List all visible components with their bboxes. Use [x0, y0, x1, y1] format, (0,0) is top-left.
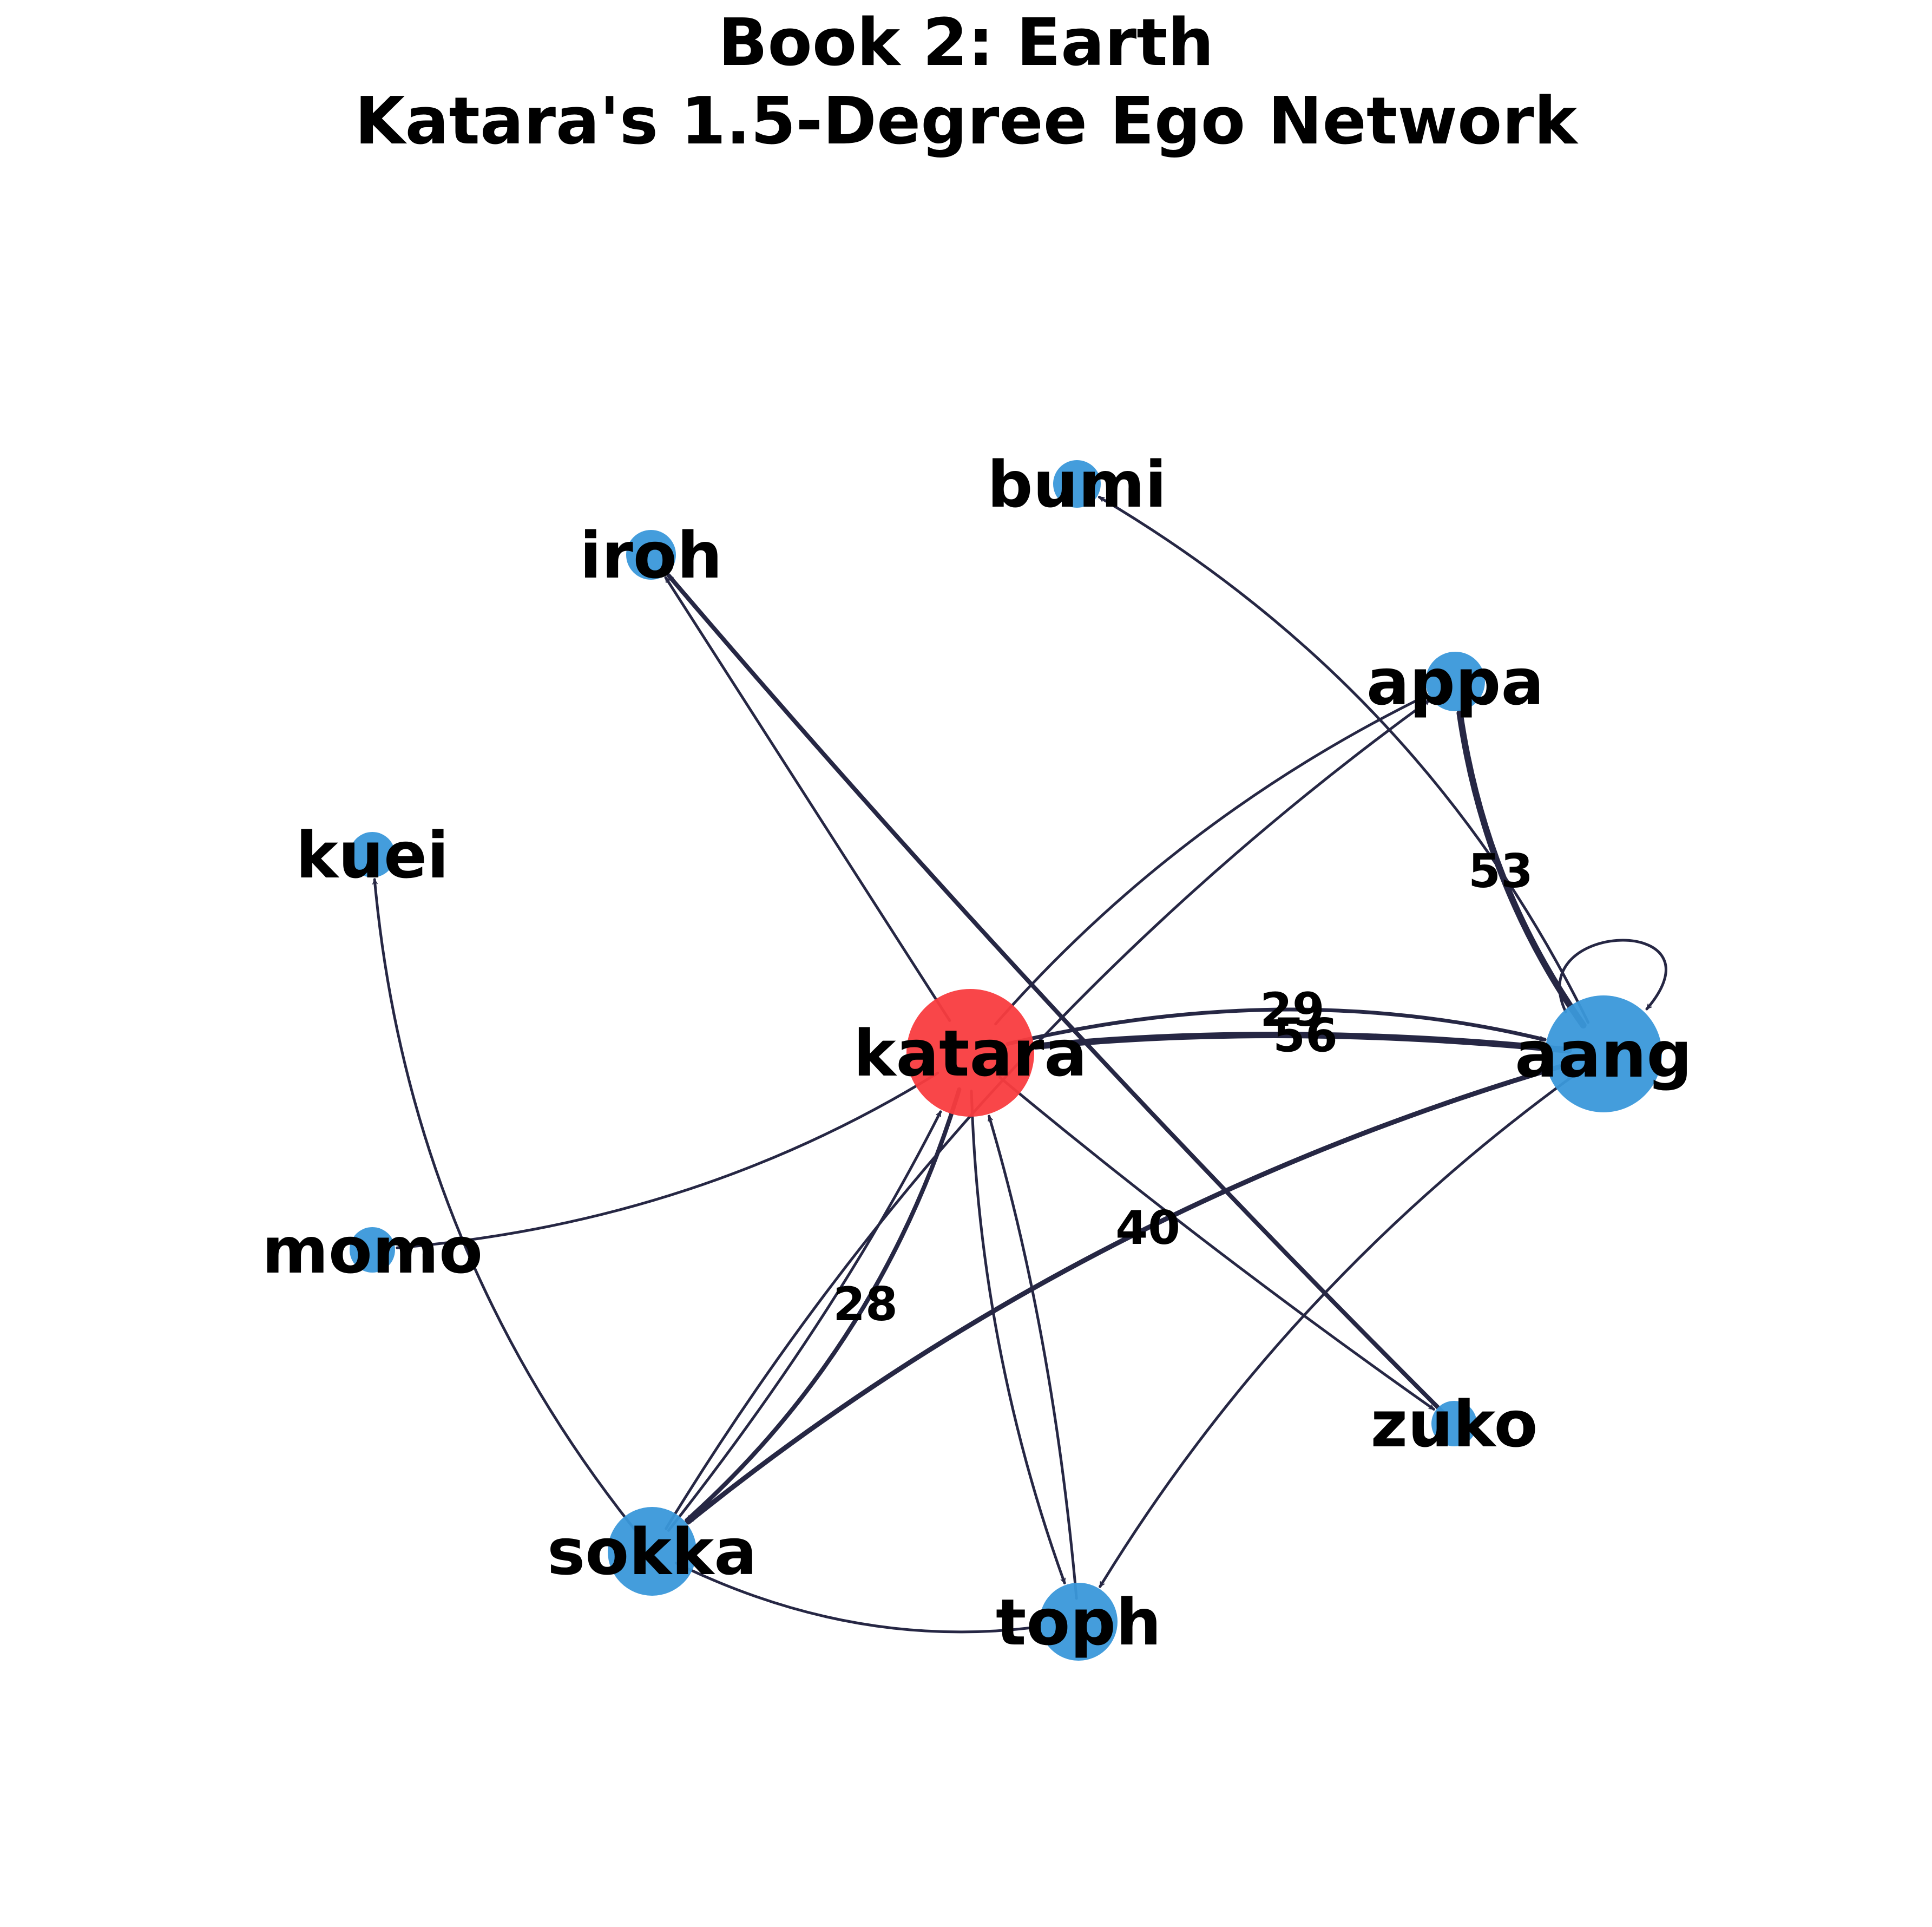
edge-weight-label-aang-to-katara: 56 [1273, 1008, 1338, 1063]
edge-katara-to-aang [1006, 1007, 1547, 1046]
edge-katara-to-sokka [685, 1087, 962, 1523]
node-appa [1425, 652, 1485, 711]
node-kuei [350, 832, 395, 877]
nodes-layer [350, 460, 1662, 1661]
node-labels-layer: katara aang appa bumi iroh kuei momo sokka toph z… [262, 447, 1692, 1660]
edge-toph-to-katara [989, 1115, 1078, 1600]
edge-katara-to-iroh [664, 576, 951, 1022]
edge-katara-to-appa [994, 694, 1428, 1026]
node-momo [350, 1227, 395, 1273]
edge-weight-label-aang-to-sokka: 40 [1115, 1201, 1180, 1255]
node-label-momo: momo [262, 1213, 483, 1288]
node-label-toph: toph [996, 1585, 1161, 1660]
edge-aang-to-bumi [1098, 495, 1590, 1024]
node-label-sokka: sokka [547, 1515, 757, 1589]
edge-katara-to-toph [970, 1090, 1066, 1585]
node-iroh [626, 530, 676, 580]
edge-weight-label-katara-to-aang: 29 [1260, 983, 1325, 1037]
edge-sokka-to-toph [674, 1562, 1040, 1634]
edge-sokka-to-kuei [374, 878, 637, 1532]
node-label-iroh: iroh [580, 518, 722, 593]
edge-aang-to-katara [1033, 1031, 1572, 1054]
node-toph [1040, 1583, 1118, 1661]
edge-aang-to-sokka [686, 1061, 1573, 1525]
edge-katara-to-momo [396, 1071, 939, 1248]
node-bumi [1053, 460, 1101, 508]
edge-weight-label-katara-to-sokka: 28 [833, 1277, 898, 1332]
node-label-bumi: bumi [987, 447, 1167, 522]
chart-title-line-1: Book 2: Earth [718, 5, 1214, 81]
node-katara [906, 989, 1034, 1117]
edge-aang-to-toph [1099, 1073, 1577, 1588]
node-label-aang: aang [1515, 1017, 1692, 1092]
chart-title-line-2: Katara's 1.5-Degree Ego Network [355, 84, 1579, 159]
node-label-kuei: kuei [296, 818, 449, 893]
edge-zuko-to-iroh [666, 573, 1447, 1417]
edge-sokka-to-appa [665, 699, 1431, 1530]
edge-katara-to-zuko [998, 1076, 1435, 1411]
node-zuko [1431, 1401, 1477, 1446]
edge-weight-label-aang-to-appa: 53 [1468, 844, 1533, 899]
node-label-appa: appa [1366, 645, 1544, 719]
edge-aang-to-appa [1456, 710, 1587, 1029]
edge-sokka-to-katara [667, 1110, 942, 1532]
node-sokka [608, 1507, 696, 1596]
node-label-katara: katara [853, 1016, 1087, 1091]
node-label-zuko: zuko [1370, 1387, 1537, 1461]
edge-aang-to-aang [1558, 939, 1667, 1013]
node-aang [1545, 995, 1662, 1112]
